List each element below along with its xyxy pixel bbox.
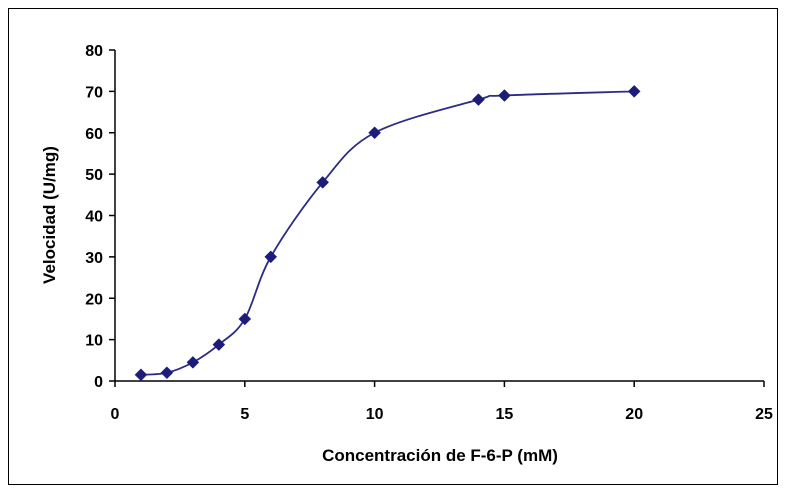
data-point-marker [498,89,511,102]
y-tick-label: 70 [85,84,103,101]
y-tick-label: 20 [85,291,103,308]
data-point-marker [627,85,641,98]
y-tick-label: 60 [85,126,103,143]
data-point-marker [134,368,148,382]
data-point-marker [186,356,200,369]
y-axis-ticks: 0 10 20 30 40 50 60 70 80 [85,43,115,391]
data-markers [134,85,641,382]
x-tick-label: 10 [366,406,384,423]
y-tick-label: 40 [85,209,103,226]
x-axis-title: Concentración de F-6-P (mM) [322,446,558,465]
y-tick-label: 10 [85,333,103,350]
x-tick-label: 0 [111,406,120,423]
y-axis-title: Velocidad (U/mg) [40,146,59,284]
chart-border [8,8,778,485]
data-point-marker [212,338,226,351]
y-tick-label: 30 [85,250,103,267]
data-point-marker [238,312,252,326]
x-tick-label: 5 [240,406,249,423]
data-point-marker [264,250,278,264]
x-tick-label: 15 [496,406,514,423]
data-point-marker [368,126,381,140]
y-tick-label: 50 [85,167,103,184]
x-tick-label: 20 [625,406,643,423]
y-tick-label: 80 [85,43,103,60]
data-point-marker [160,366,174,380]
y-tick-label: 0 [94,374,103,391]
data-point-marker [316,176,330,189]
data-point-marker [472,93,485,107]
x-axis-ticks: 0 5 10 15 20 25 [111,381,773,423]
x-tick-label: 25 [755,406,773,423]
